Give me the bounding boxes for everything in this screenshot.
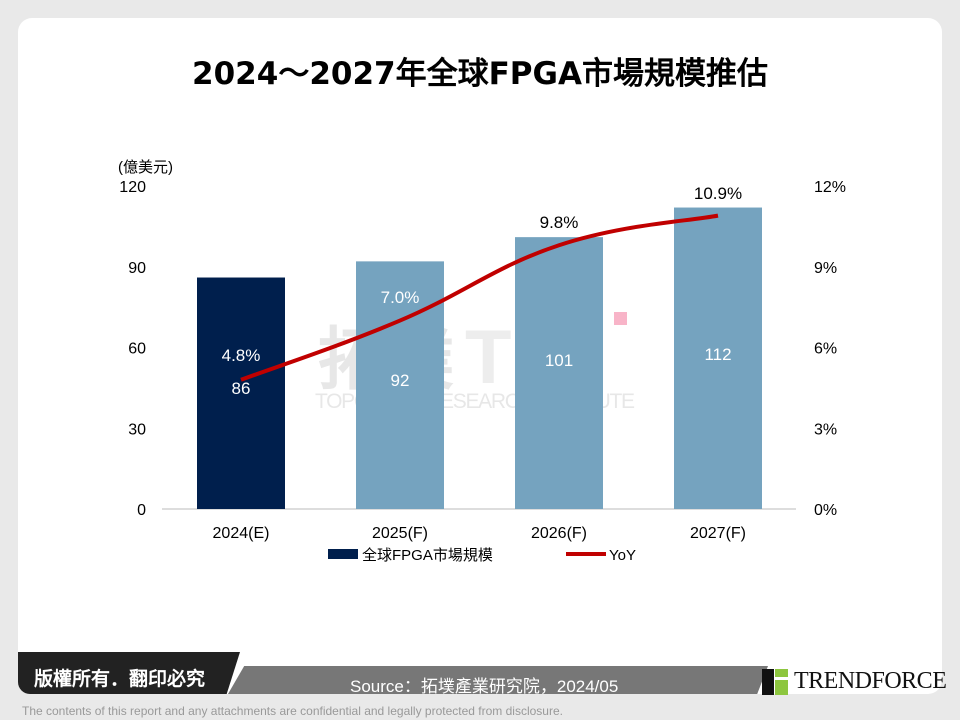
brand-name: TRENDFORCE bbox=[794, 668, 947, 694]
y-tick-label: 0 bbox=[137, 502, 146, 519]
source: Source：拓墣產業研究院，2024/05 bbox=[350, 677, 619, 696]
x-tick-label: 2025(F) bbox=[372, 525, 428, 542]
y-tick-label: 30 bbox=[128, 421, 146, 438]
y-axis-label: (億美元) bbox=[118, 159, 173, 176]
copyright: 版權所有．翻印必究 bbox=[34, 668, 206, 690]
bar-value-label: 92 bbox=[391, 371, 410, 390]
bar-2024(E) bbox=[197, 277, 285, 509]
y-tick-label: 60 bbox=[128, 341, 146, 358]
bar-value-label: 86 bbox=[232, 379, 251, 398]
disclaimer: The contents of this report and any atta… bbox=[22, 704, 563, 718]
trendforce-logo-icon bbox=[762, 668, 788, 695]
x-tick-label: 2026(F) bbox=[531, 525, 587, 542]
y2-tick-label: 3% bbox=[814, 421, 837, 438]
chart-title: 2024～2027年全球FPGA市場規模推估 bbox=[192, 56, 768, 92]
legend-label-line: YoY bbox=[609, 547, 636, 564]
y2-tick-label: 6% bbox=[814, 341, 837, 358]
legend-label-bar: 全球FPGA市場規模 bbox=[362, 546, 493, 564]
x-tick-label: 2024(E) bbox=[213, 525, 270, 542]
watermark-dot bbox=[614, 312, 627, 325]
bar-2026(F) bbox=[515, 237, 603, 509]
trendforce-logo: TRENDFORCE bbox=[762, 668, 947, 695]
y2-tick-label: 12% bbox=[814, 179, 846, 196]
bar-value-label: 112 bbox=[704, 345, 731, 364]
footer-gray-band bbox=[228, 666, 768, 694]
y-tick-label: 90 bbox=[128, 260, 146, 277]
bar-value-label: 101 bbox=[545, 351, 573, 370]
bar-2025(F) bbox=[356, 261, 444, 509]
y-tick-label: 120 bbox=[119, 179, 146, 196]
y2-tick-label: 0% bbox=[814, 502, 837, 519]
y2-tick-label: 9% bbox=[814, 260, 837, 277]
yoy-value-label: 4.8% bbox=[222, 346, 261, 365]
yoy-value-label: 7.0% bbox=[381, 288, 420, 307]
yoy-line bbox=[240, 213, 719, 382]
footer-dark-band bbox=[18, 652, 240, 694]
yoy-value-label: 9.8% bbox=[540, 213, 579, 232]
yoy-value-label: 10.9% bbox=[694, 184, 742, 203]
legend: 全球FPGA市場規模 YoY bbox=[328, 546, 636, 564]
slide-card bbox=[18, 18, 942, 694]
legend-swatch-bar bbox=[328, 549, 358, 559]
bar-2027(F) bbox=[674, 207, 762, 510]
x-tick-label: 2027(F) bbox=[690, 525, 746, 542]
